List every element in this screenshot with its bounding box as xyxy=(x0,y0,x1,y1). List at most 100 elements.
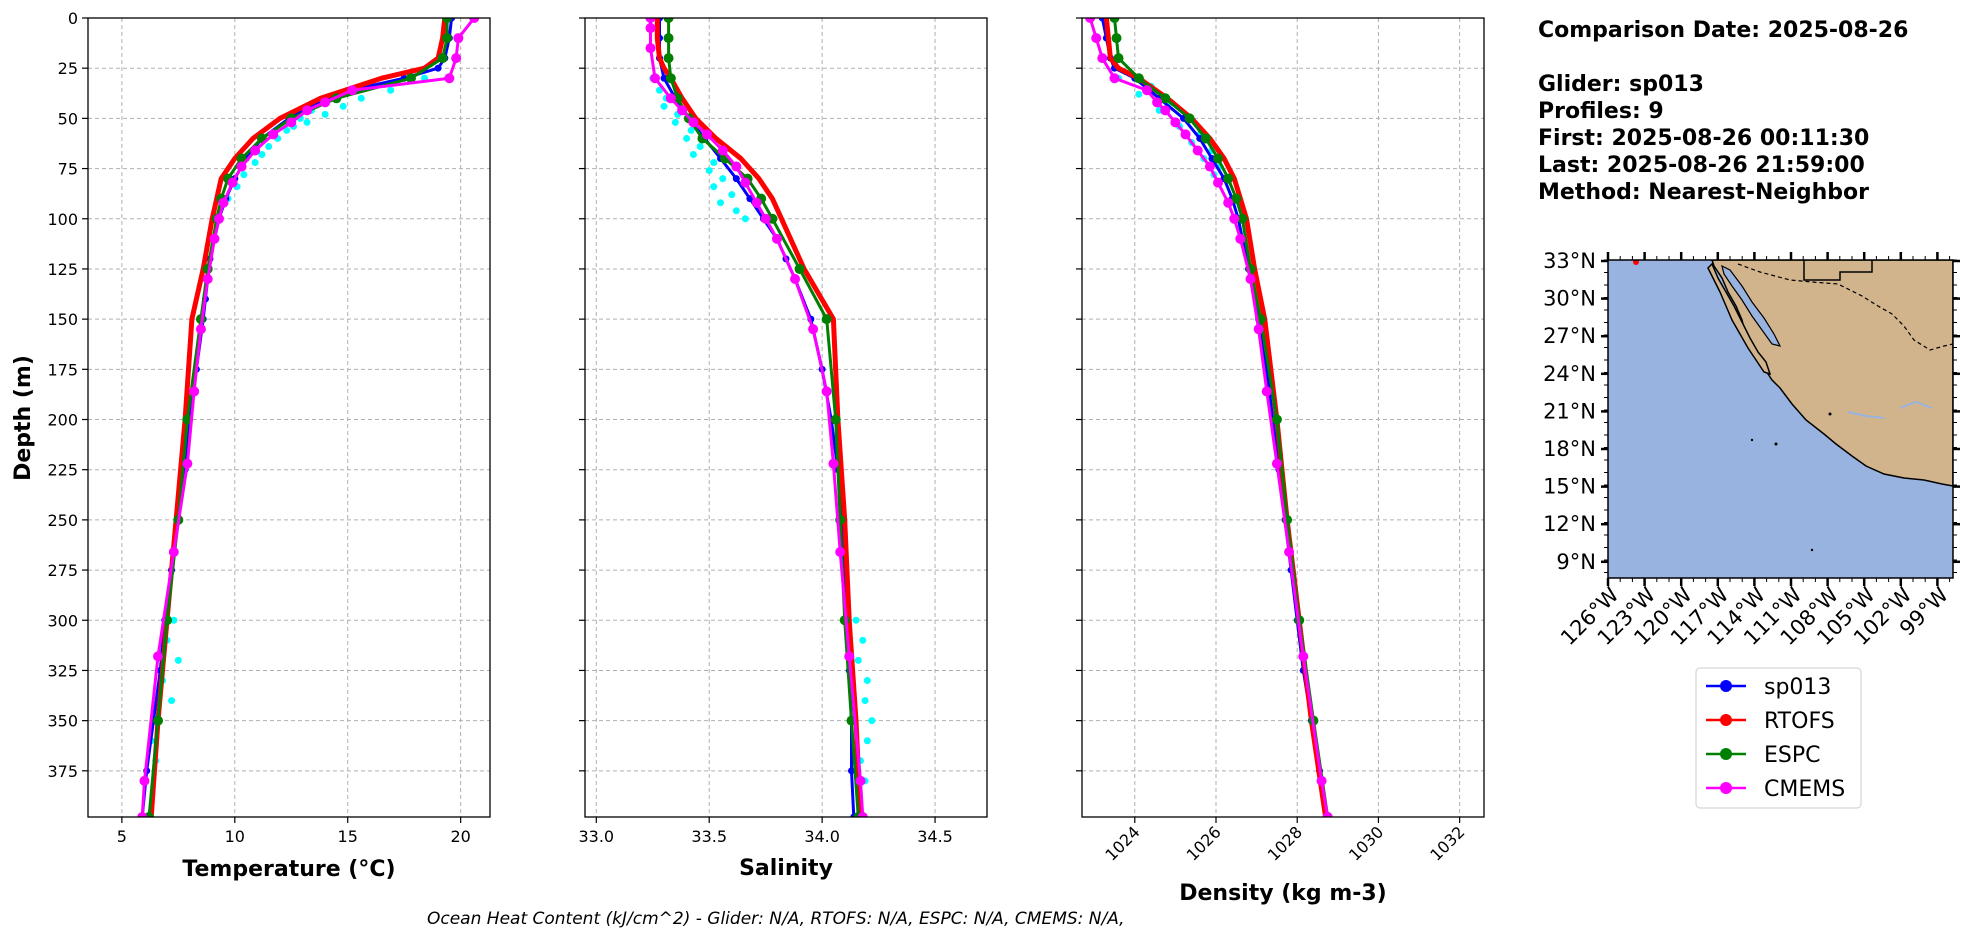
salinity-grid xyxy=(585,17,987,817)
series-point-espc xyxy=(794,263,805,274)
series-point-cmems xyxy=(1298,651,1309,662)
glider-profile-point xyxy=(717,199,725,207)
temperature-ticks: 5 10 15 20025507510012515017520022525027530… xyxy=(47,9,470,846)
series-point-cmems xyxy=(1245,273,1256,284)
glider-profile-point xyxy=(660,102,668,110)
series-point-cmems xyxy=(1204,161,1215,172)
series-point-cmems xyxy=(1097,53,1108,64)
track-map: 33°N30°N27°N24°N21°N18°N15°N12°N9°N126°W… xyxy=(1543,249,1960,650)
series-point-cmems xyxy=(286,117,297,128)
series-point-cmems xyxy=(1316,775,1327,786)
legend-marker-espc xyxy=(1720,748,1732,760)
y-tick-label: 150 xyxy=(47,310,78,329)
series-point-cmems xyxy=(828,458,839,469)
salinity-ticks: 33.0 33.5 34.0 34.5 xyxy=(578,17,953,846)
legend: sp013 RTOFS ESPC CMEMS xyxy=(1695,667,1862,809)
series-point-cmems xyxy=(236,161,247,172)
series-point-espc xyxy=(1271,414,1282,425)
legend-marker-cmems xyxy=(1720,782,1732,794)
glider-profile-point xyxy=(671,118,679,126)
y-tick-label: 75 xyxy=(58,160,78,179)
series-point-espc xyxy=(1223,173,1234,184)
glider-profile-point xyxy=(854,656,862,664)
series-point-cmems xyxy=(195,324,206,335)
series-point-cmems xyxy=(677,105,688,116)
glider-profile-point xyxy=(1135,90,1143,98)
series-point-espc xyxy=(663,33,674,44)
x-tick-label: 1024 xyxy=(1101,822,1143,864)
series-point-cmems xyxy=(302,105,313,116)
map-us-mexico-border xyxy=(1803,260,1873,281)
series-point-cmems xyxy=(1160,105,1171,116)
series-point-cmems xyxy=(844,651,855,662)
series-point-cmems xyxy=(645,23,656,34)
series-point-espc xyxy=(153,715,164,726)
glider-profile-point xyxy=(357,94,365,102)
series-point-cmems xyxy=(1152,97,1163,108)
glider-profile-point xyxy=(683,134,691,142)
map-gulf-of-california xyxy=(1721,264,1782,347)
series-point-cmems xyxy=(808,324,819,335)
series-point-cmems xyxy=(771,233,782,244)
legend-marker-sp013 xyxy=(1720,680,1732,692)
glider-profile-point xyxy=(240,171,248,179)
info-block: Comparison Date: 2025-08-26 Glider: sp01… xyxy=(1538,18,1908,205)
series-point-espc xyxy=(1111,33,1122,44)
x-tick-label: 1028 xyxy=(1264,822,1306,864)
map-lat-label: 33°N xyxy=(1543,249,1596,273)
series-point-cmems xyxy=(218,197,229,208)
depth-ylabel: Depth (m) xyxy=(11,355,36,481)
glider-profile-point xyxy=(170,616,178,624)
map-river xyxy=(1847,400,1933,419)
series-point-espc xyxy=(1200,133,1211,144)
series-point-espc xyxy=(665,73,676,84)
series-point-cmems xyxy=(1109,73,1120,84)
series-point-cmems xyxy=(1091,33,1102,44)
series-point-cmems xyxy=(1223,197,1234,208)
series-point-cmems xyxy=(740,177,751,188)
series-point-cmems xyxy=(1322,812,1333,817)
series-point-cmems xyxy=(451,53,462,64)
y-tick-label: 275 xyxy=(47,561,78,580)
glider-profile-point xyxy=(863,737,871,745)
glider-profile-point xyxy=(868,717,876,725)
series-point-cmems xyxy=(168,547,179,558)
salinity-axes-frame xyxy=(584,17,988,818)
series-point-espc xyxy=(442,18,453,23)
salinity-glider-profiles xyxy=(649,74,876,785)
method: Method: Nearest-Neighbor xyxy=(1538,180,1869,205)
comparison-date: Comparison Date: 2025-08-26 xyxy=(1538,18,1908,43)
series-point-cmems xyxy=(1170,117,1181,128)
series-point-cmems xyxy=(760,213,771,224)
series-point-cmems xyxy=(645,43,656,54)
glider-profile-point xyxy=(689,151,697,159)
x-tick-label: 33.0 xyxy=(578,827,614,846)
series-point-espc xyxy=(1213,153,1224,164)
series-point-cmems xyxy=(250,145,261,156)
glider-profile-point xyxy=(732,207,740,215)
glider-profile-point xyxy=(863,676,871,684)
map-island xyxy=(1774,442,1778,446)
series-point-espc xyxy=(1160,93,1171,104)
series-point-cmems xyxy=(1284,547,1295,558)
salinity-xlabel: Salinity xyxy=(739,856,833,881)
series-point-cmems xyxy=(453,33,464,44)
series-point-cmems xyxy=(645,18,656,23)
series-point-espc xyxy=(821,314,832,325)
map-lat-label: 21°N xyxy=(1543,399,1596,423)
temperature-series xyxy=(137,18,480,817)
map-border xyxy=(1737,263,1953,351)
map-lat-label: 15°N xyxy=(1543,475,1596,499)
glider-profile-point xyxy=(321,110,329,118)
series-point-espc xyxy=(663,53,674,64)
salinity-panel: 33.0 33.5 34.0 34.5 Salinity xyxy=(578,17,988,881)
density-panel: 1024 1026 1028 1030 1032 Density (kg m-3) xyxy=(1076,17,1485,906)
glider-profile-point xyxy=(168,697,176,705)
series-point-cmems xyxy=(268,129,279,140)
series-point-cmems xyxy=(213,213,224,224)
x-tick-label: 1030 xyxy=(1345,822,1387,864)
x-tick-label: 33.5 xyxy=(691,827,727,846)
map-lat-label: 30°N xyxy=(1543,287,1596,311)
series-point-cmems xyxy=(444,73,455,84)
